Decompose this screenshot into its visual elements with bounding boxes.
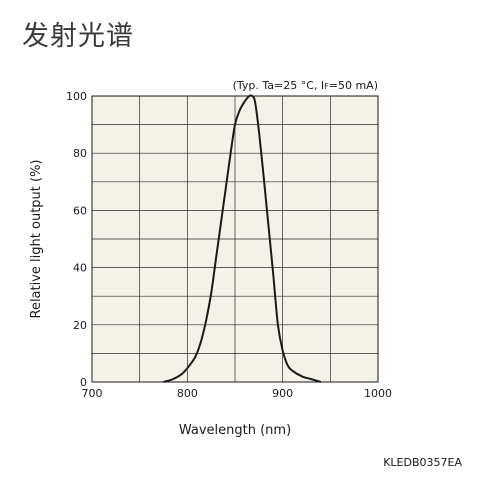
measurement-conditions: (Typ. Ta=25 °C, IF=50 mA) — [233, 79, 378, 92]
plot-frame — [91, 95, 379, 383]
y-tick-label: 20 — [73, 319, 87, 332]
y-tick-label: 40 — [73, 262, 87, 275]
grid-lines — [92, 96, 378, 382]
cond-suffix: =50 mA) — [329, 79, 378, 92]
y-tick-label: 100 — [66, 90, 87, 103]
x-tick-label: 800 — [177, 387, 198, 400]
page-title: 发射光谱 — [22, 21, 134, 52]
cond-subscript: F — [324, 82, 329, 91]
x-tick-label: 700 — [82, 387, 103, 400]
x-tick-label: 1000 — [364, 387, 392, 400]
figure-code: KLEDB0357EA — [383, 456, 462, 469]
x-axis-title: Wavelength (nm) — [179, 423, 291, 438]
y-tick-label: 80 — [73, 147, 87, 160]
tick-labels: 700 800 900 1000 0 20 40 60 80 100 — [66, 90, 392, 400]
spectrum-line — [163, 94, 322, 383]
y-tick-label: 60 — [73, 204, 87, 217]
y-axis-title: Relative light output (%) — [29, 159, 44, 318]
y-tick-label: 0 — [80, 376, 87, 389]
cond-prefix: (Typ. Ta=25 °C, I — [233, 79, 325, 92]
x-tick-label: 900 — [272, 387, 293, 400]
